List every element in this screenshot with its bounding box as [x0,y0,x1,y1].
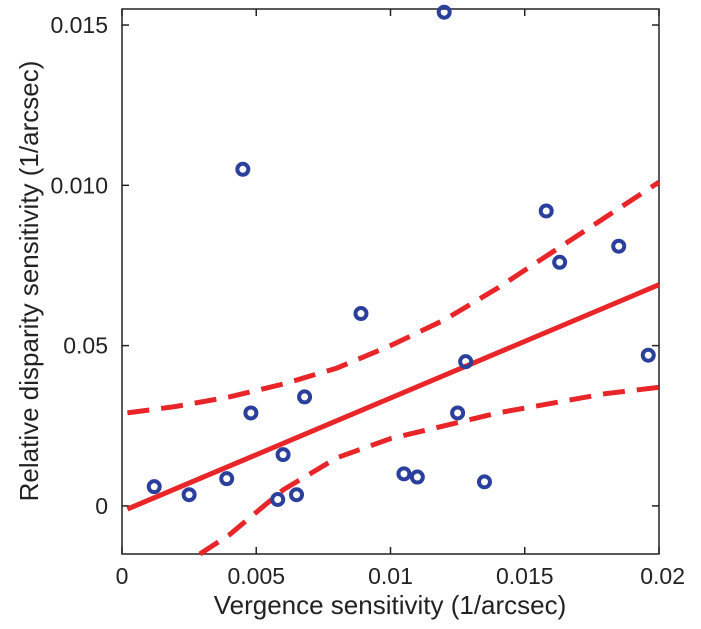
data-point-center [249,411,253,415]
data-point-center [359,311,363,316]
data-point-center [241,167,245,171]
data-point [275,447,291,463]
data-point-ring [538,203,554,219]
data-point-ring [458,354,474,370]
data-point-ring [353,306,369,322]
data-point-center [302,395,307,399]
data-point-center [402,472,406,476]
x-axis-title: Vergence sensitivity (1/arcsec) [214,590,567,620]
data-point-center [442,10,446,14]
data-point-center [558,260,562,264]
data-point [409,469,425,485]
data-point [289,487,305,503]
data-point-ring [181,487,197,503]
data-point [538,203,554,219]
x-tick-label: 0.005 [227,563,285,589]
data-point-ring [146,479,162,495]
data-point [181,487,197,503]
data-point-center [225,477,229,481]
y-axis-title: Relative disparity sensitivity (1/arcsec… [14,61,44,502]
data-point [458,354,474,370]
data-point-ring [611,238,627,254]
data-point [270,492,286,507]
data-point [146,479,162,495]
data-point-center [152,485,156,489]
data-point-center [456,411,460,415]
data-point [476,474,492,490]
regression-line [126,282,660,512]
data-point-ring [243,405,259,421]
data-point-center [617,244,621,248]
data-point [640,347,656,363]
chart-series [126,4,661,557]
data-point-ring [275,447,291,463]
data-point-center [187,493,191,497]
data-point-center [276,497,280,502]
data-point-ring [409,469,425,485]
data-point-ring [235,161,251,177]
data-point [235,161,251,177]
x-tick-label: 0.015 [496,563,554,589]
y-tick-label: 0 [95,493,108,519]
data-point [436,4,452,20]
data-point-center [281,453,285,457]
data-point-ring [476,474,492,490]
plot-frame [121,8,660,555]
confidence-lower-line [198,384,660,557]
x-tick-label: 0.01 [368,563,413,589]
data-point [396,466,412,482]
x-tick-label: 0 [116,563,129,589]
data-point [353,306,369,322]
data-point-center [482,480,487,484]
data-point [611,238,627,254]
y-tick-label: 0.015 [50,12,108,38]
data-point-center [464,360,468,364]
data-point-center [544,209,548,213]
data-point-ring [219,471,235,487]
y-tick-label: 0.05 [63,333,108,359]
data-point-ring [450,405,466,421]
data-point-center [646,353,650,357]
data-point [219,471,235,487]
x-tick-label: 0.02 [640,563,685,589]
confidence-upper-line [127,180,661,416]
data-point-ring [552,254,568,270]
data-point-ring [297,389,313,405]
x-axis-ticks: 0 0.005 0.01 0.015 0.02 [116,9,685,589]
data-point-ring [640,347,656,363]
data-point [297,389,313,405]
y-axis-ticks: 0 0.05 0.010 0.015 [50,12,659,519]
data-point-ring [396,466,412,482]
y-tick-label: 0.010 [50,172,108,198]
data-point-ring [270,492,286,507]
data-point [450,405,466,421]
data-point [552,254,568,270]
data-point-ring [289,487,305,503]
data-point [243,405,259,421]
data-point-ring [436,4,452,20]
data-point-center [294,493,299,497]
data-point-center [415,475,419,479]
